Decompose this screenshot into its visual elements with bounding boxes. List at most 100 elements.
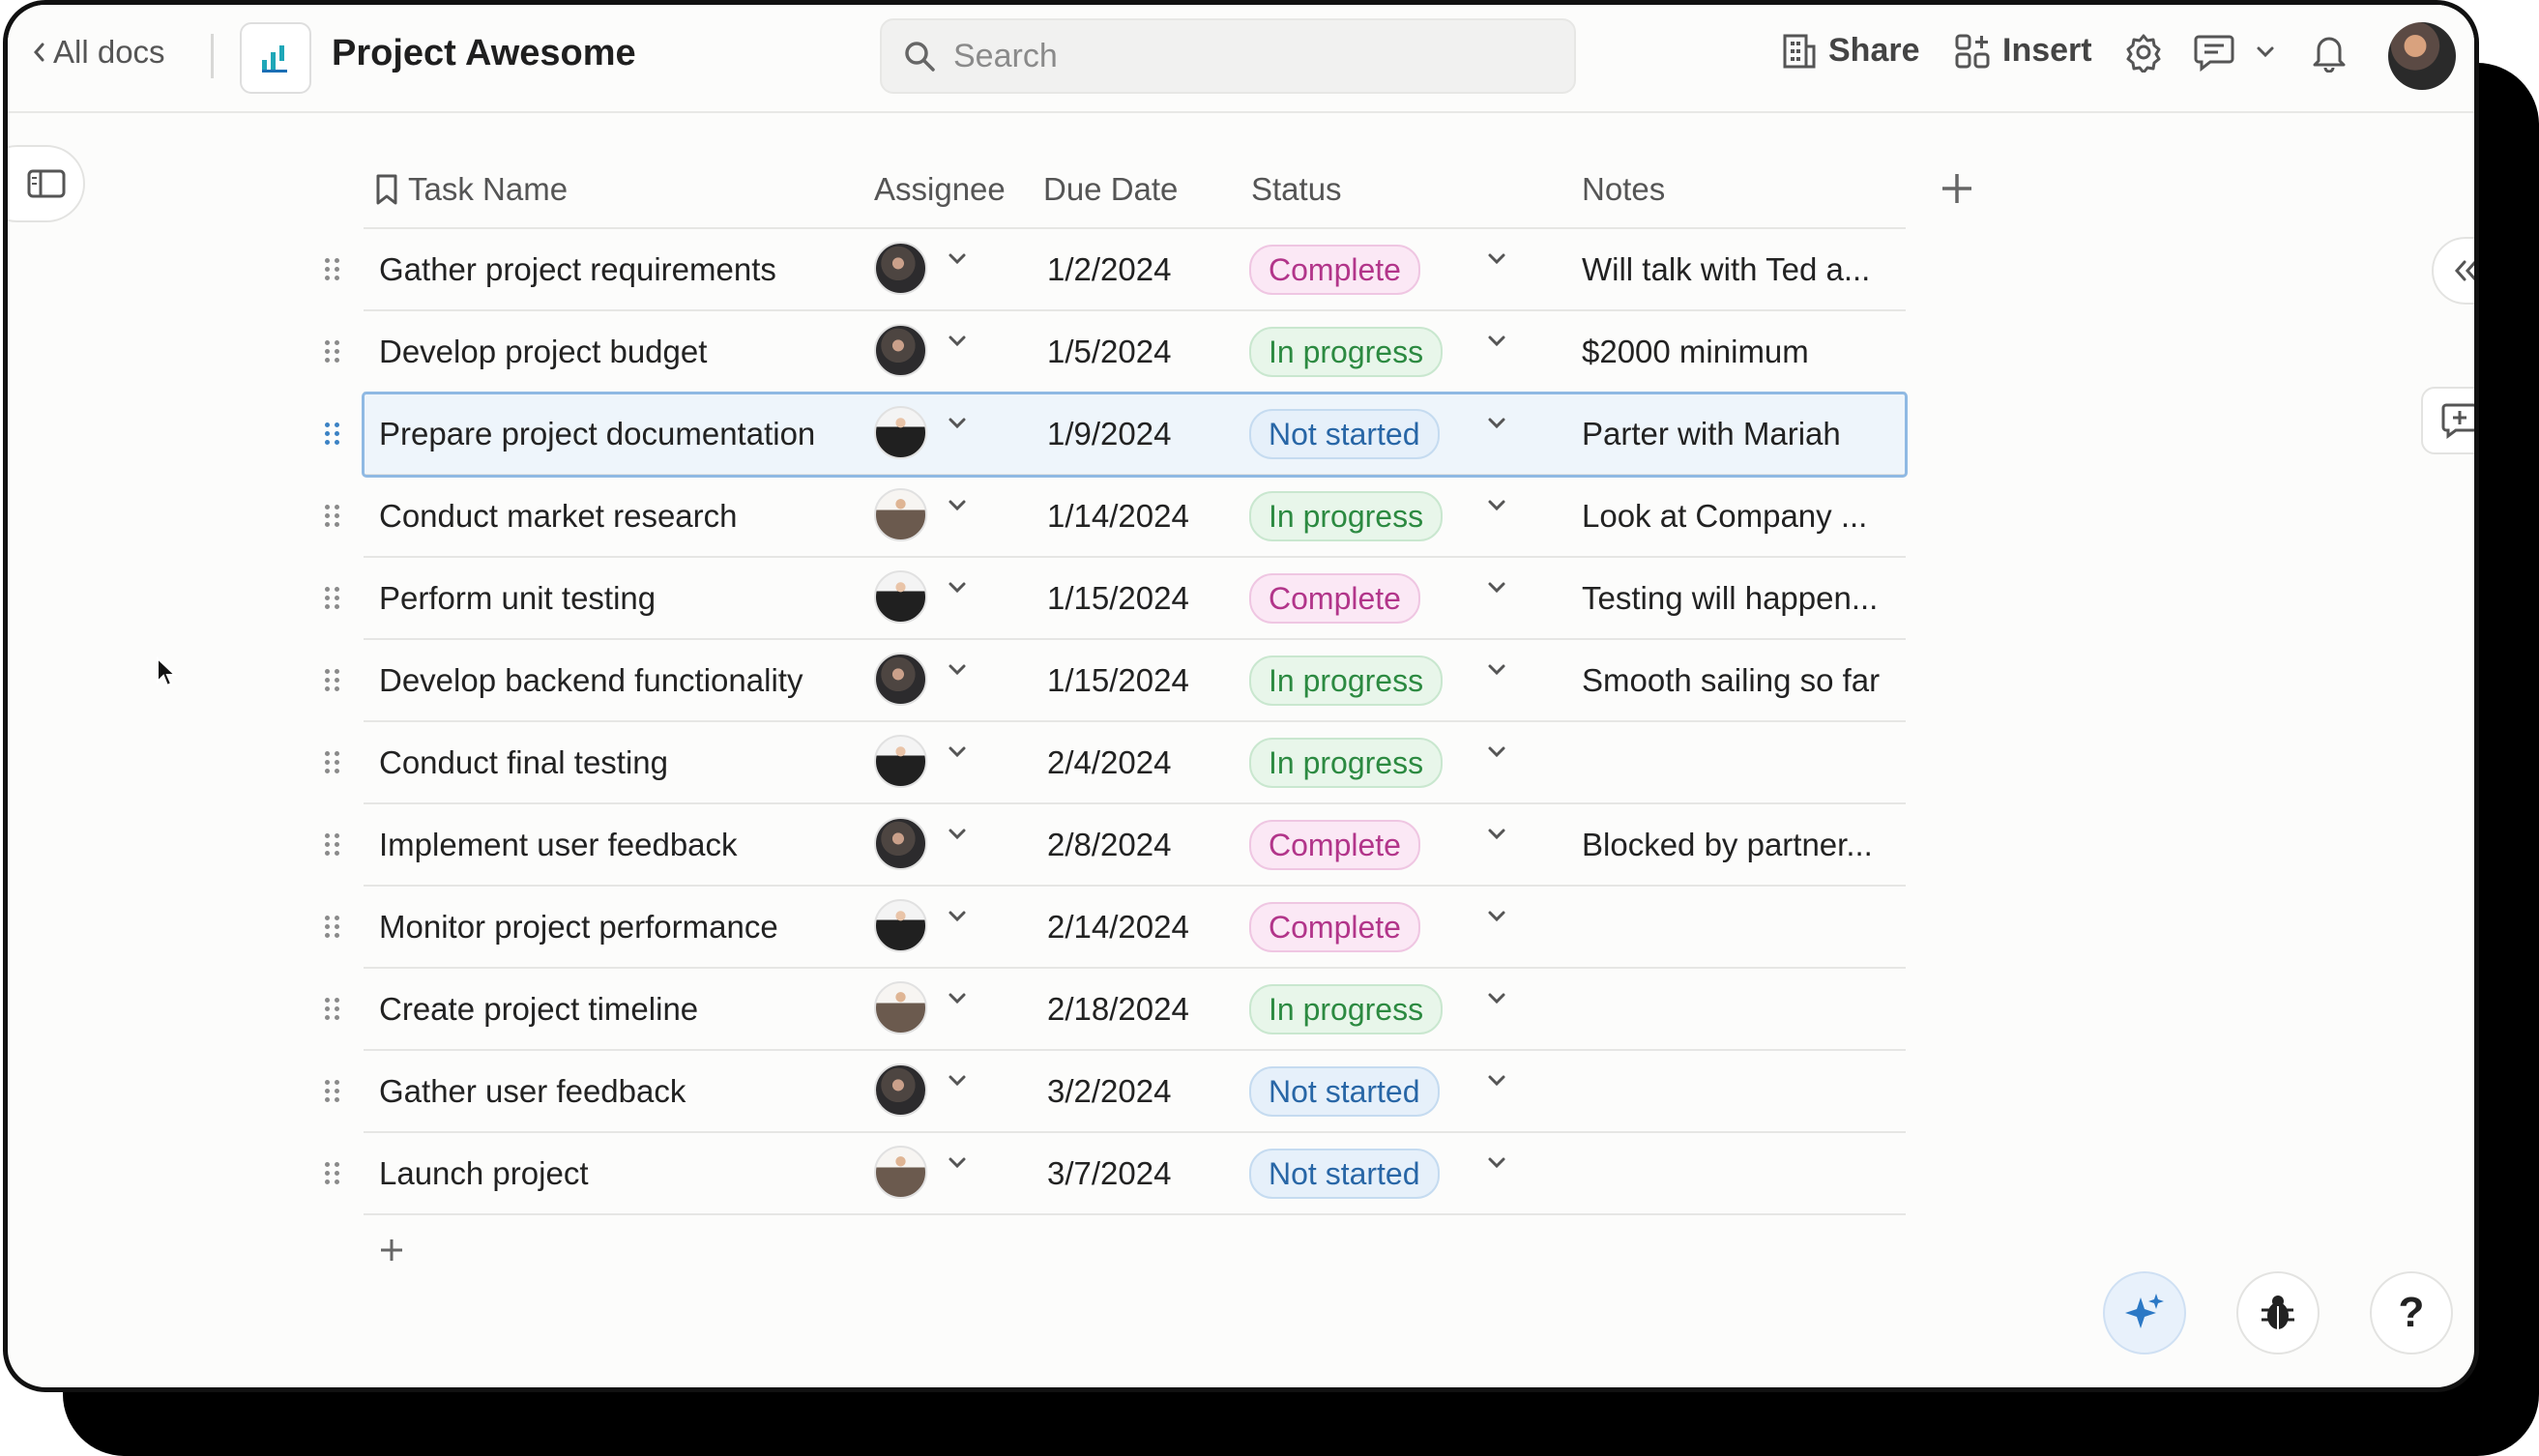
assignee-avatar[interactable] [874, 570, 927, 624]
ai-assistant-button[interactable] [2103, 1271, 2186, 1354]
notes-cell[interactable]: Testing will happen... [1582, 580, 1879, 616]
drag-handle-icon[interactable] [325, 498, 340, 533]
table-row[interactable]: Gather user feedback 3/2/2024 Not started [325, 1051, 1906, 1133]
due-date-cell[interactable]: 2/8/2024 [1047, 827, 1172, 862]
assignee-avatar[interactable] [874, 406, 927, 459]
column-header-due-date[interactable]: Due Date [1043, 171, 1178, 208]
status-badge[interactable]: Not started [1249, 1149, 1440, 1199]
status-dropdown[interactable] [1487, 417, 1506, 435]
drag-handle-icon[interactable] [325, 744, 340, 779]
due-date-cell[interactable]: 2/18/2024 [1047, 991, 1189, 1027]
sidebar-toggle-button[interactable] [8, 145, 85, 222]
assignee-avatar[interactable] [874, 1063, 927, 1117]
status-badge[interactable]: In progress [1249, 491, 1444, 541]
table-row[interactable]: Develop project budget 1/5/2024 In progres… [325, 311, 1906, 393]
add-comment-button[interactable] [2421, 387, 2474, 454]
table-row[interactable]: Conduct final testing 2/4/2024 In progress [325, 722, 1906, 804]
status-dropdown[interactable] [1487, 663, 1506, 682]
back-to-all-docs-link[interactable]: All docs [32, 34, 165, 71]
status-badge[interactable]: In progress [1249, 655, 1444, 706]
notes-cell[interactable]: Will talk with Ted a... [1582, 251, 1871, 287]
status-badge[interactable]: Complete [1249, 245, 1420, 295]
column-header-status[interactable]: Status [1251, 171, 1342, 208]
due-date-cell[interactable]: 1/9/2024 [1047, 416, 1172, 451]
status-badge[interactable]: Complete [1249, 902, 1420, 952]
comments-button[interactable] [2193, 32, 2235, 77]
search-box[interactable] [880, 18, 1576, 94]
assignee-dropdown[interactable] [948, 663, 967, 682]
drag-handle-icon[interactable] [325, 251, 340, 286]
collapse-right-panel-button[interactable] [2432, 237, 2474, 305]
assignee-dropdown[interactable] [948, 910, 967, 928]
user-avatar[interactable] [2388, 22, 2456, 90]
search-input[interactable] [951, 36, 1535, 76]
table-row[interactable]: Gather project requirements 1/2/2024 Compl… [325, 229, 1906, 311]
assignee-dropdown[interactable] [948, 252, 967, 271]
task-name-cell[interactable]: Implement user feedback [379, 827, 738, 862]
task-name-cell[interactable]: Create project timeline [379, 991, 699, 1027]
drag-handle-icon[interactable] [325, 662, 340, 697]
add-row-button[interactable] [379, 1229, 404, 1272]
status-dropdown[interactable] [1487, 499, 1506, 517]
assignee-dropdown[interactable] [948, 335, 967, 353]
report-bug-button[interactable] [2236, 1271, 2320, 1354]
assignee-dropdown[interactable] [948, 828, 967, 846]
table-row[interactable]: Develop backend functionality 1/15/2024 In… [325, 640, 1906, 722]
due-date-cell[interactable]: 3/2/2024 [1047, 1073, 1172, 1109]
column-header-assignee[interactable]: Assignee [874, 171, 1006, 208]
share-button[interactable]: Share [1782, 32, 1920, 70]
status-dropdown[interactable] [1487, 828, 1506, 846]
table-row[interactable]: Launch project 3/7/2024 Not started [325, 1133, 1906, 1215]
task-name-cell[interactable]: Develop backend functionality [379, 662, 803, 698]
assignee-avatar[interactable] [874, 817, 927, 870]
assignee-dropdown[interactable] [948, 745, 967, 764]
status-dropdown[interactable] [1487, 910, 1506, 928]
drag-handle-icon[interactable] [325, 1155, 340, 1190]
assignee-dropdown[interactable] [948, 992, 967, 1010]
status-badge[interactable]: Not started [1249, 1066, 1440, 1117]
task-name-cell[interactable]: Prepare project documentation [379, 416, 816, 451]
status-badge[interactable]: In progress [1249, 738, 1444, 788]
drag-handle-icon[interactable] [325, 416, 340, 451]
notifications-button[interactable] [2311, 32, 2348, 77]
status-dropdown[interactable] [1487, 335, 1506, 353]
task-name-cell[interactable]: Develop project budget [379, 334, 708, 369]
assignee-avatar[interactable] [874, 899, 927, 952]
task-name-cell[interactable]: Conduct market research [379, 498, 738, 534]
assignee-dropdown[interactable] [948, 1156, 967, 1175]
status-dropdown[interactable] [1487, 992, 1506, 1010]
drag-handle-icon[interactable] [325, 1073, 340, 1108]
table-row[interactable]: Prepare project documentation 1/9/2024 Not… [325, 392, 1908, 478]
due-date-cell[interactable]: 1/5/2024 [1047, 334, 1172, 369]
status-dropdown[interactable] [1487, 252, 1506, 271]
doc-icon-button[interactable] [240, 22, 311, 94]
due-date-cell[interactable]: 1/15/2024 [1047, 662, 1189, 698]
comments-dropdown[interactable] [2256, 45, 2275, 64]
assignee-avatar[interactable] [874, 324, 927, 377]
status-dropdown[interactable] [1487, 1156, 1506, 1175]
status-badge[interactable]: In progress [1249, 984, 1444, 1034]
assignee-avatar[interactable] [874, 653, 927, 706]
status-dropdown[interactable] [1487, 1074, 1506, 1092]
table-row[interactable]: Implement user feedback 2/8/2024 Complete B… [325, 804, 1906, 887]
task-name-cell[interactable]: Perform unit testing [379, 580, 657, 616]
drag-handle-icon[interactable] [325, 334, 340, 368]
assignee-dropdown[interactable] [948, 1074, 967, 1092]
column-header-task-name[interactable]: Task Name [375, 171, 568, 208]
assignee-avatar[interactable] [874, 242, 927, 295]
due-date-cell[interactable]: 3/7/2024 [1047, 1155, 1172, 1191]
add-column-button[interactable] [1940, 161, 1974, 218]
assignee-avatar[interactable] [874, 488, 927, 541]
notes-cell[interactable]: Smooth sailing so far [1582, 662, 1881, 698]
drag-handle-icon[interactable] [325, 580, 340, 615]
table-row[interactable]: Monitor project performance 2/14/2024 Comp… [325, 887, 1906, 969]
insert-button[interactable]: Insert [1954, 32, 2092, 70]
notes-cell[interactable]: $2000 minimum [1582, 334, 1809, 369]
notes-cell[interactable]: Blocked by partner... [1582, 827, 1873, 862]
table-row[interactable]: Conduct market research 1/14/2024 In progr… [325, 476, 1906, 558]
assignee-avatar[interactable] [874, 1146, 927, 1199]
table-row[interactable]: Create project timeline 2/18/2024 In progr… [325, 969, 1906, 1051]
assignee-dropdown[interactable] [948, 581, 967, 599]
status-badge[interactable]: Complete [1249, 573, 1420, 624]
notes-cell[interactable]: Parter with Mariah [1582, 416, 1841, 451]
